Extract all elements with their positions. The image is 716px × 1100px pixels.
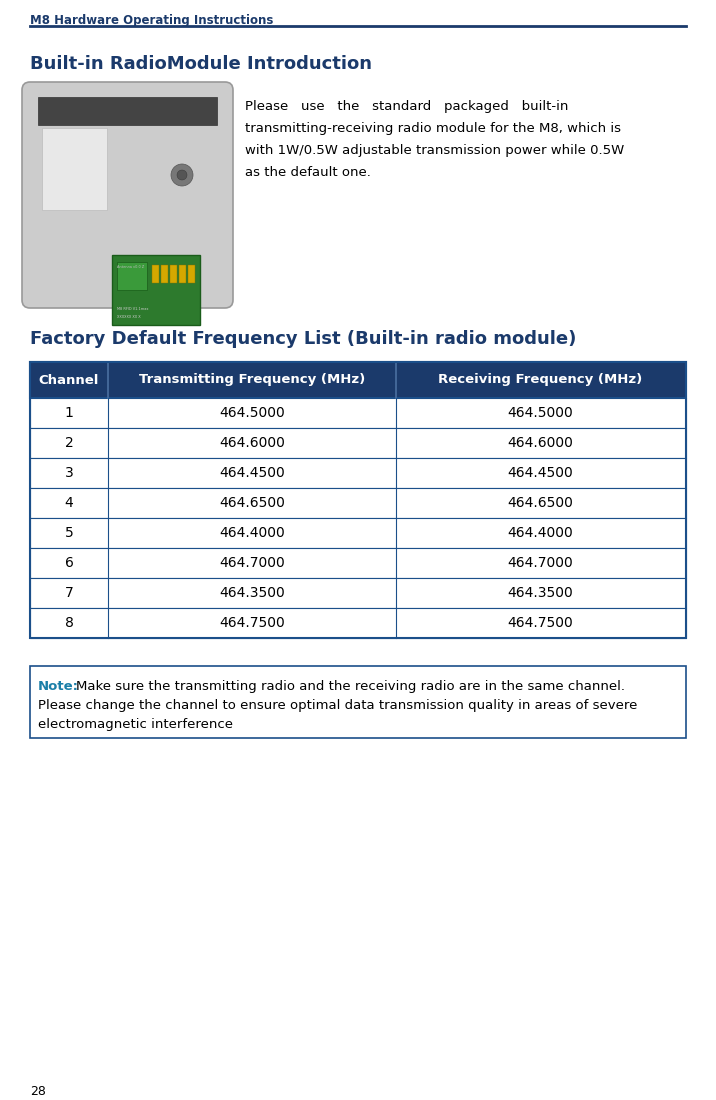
Text: M8 Hardware Operating Instructions: M8 Hardware Operating Instructions [30,14,274,28]
Text: 464.4000: 464.4000 [219,526,285,540]
Text: 8: 8 [64,616,74,630]
Bar [170,265,177,283]
Bar [30,458,686,488]
Text: 5: 5 [64,526,73,540]
Text: 3: 3 [64,466,73,480]
Text: Please   use   the   standard   packaged   built-in: Please use the standard packaged built-i… [245,100,569,113]
Text: 4: 4 [64,496,73,510]
Text: 1: 1 [64,406,74,420]
Text: transmitting-receiving radio module for the M8, which is: transmitting-receiving radio module for … [245,122,621,135]
Circle shape [171,164,193,186]
Text: 464.4000: 464.4000 [507,526,573,540]
Text: 464.6000: 464.6000 [219,436,285,450]
Text: with 1W/0.5W adjustable transmission power while 0.5W: with 1W/0.5W adjustable transmission pow… [245,144,624,157]
Text: Factory Default Frequency List (Built-in radio module): Factory Default Frequency List (Built-in… [30,330,576,348]
Text: 464.7500: 464.7500 [219,616,285,630]
Bar [161,265,168,283]
Text: 7: 7 [64,586,73,600]
Text: 464.3500: 464.3500 [219,586,285,600]
Bar [30,362,686,398]
Bar [30,488,686,518]
Text: Note:: Note: [38,680,79,693]
Text: Built-in RadioModule Introduction: Built-in RadioModule Introduction [30,55,372,73]
Text: Receiving Frequency (MHz): Receiving Frequency (MHz) [438,374,642,386]
Bar [179,265,186,283]
Bar [30,548,686,578]
Text: Make sure the transmitting radio and the receiving radio are in the same channel: Make sure the transmitting radio and the… [76,680,625,693]
Text: 464.7500: 464.7500 [507,616,573,630]
Bar [152,265,159,283]
Bar [30,578,686,608]
Text: Channel: Channel [39,374,100,386]
Bar [112,255,200,324]
Text: Transmitting Frequency (MHz): Transmitting Frequency (MHz) [139,374,365,386]
Text: 464.6000: 464.6000 [507,436,573,450]
Text: Antenna v0.0 Z: Antenna v0.0 Z [117,265,144,269]
Text: 2: 2 [64,436,73,450]
Bar [30,398,686,428]
Text: as the default one.: as the default one. [245,166,371,179]
Bar [30,362,686,638]
Text: 28: 28 [30,1085,46,1098]
Text: 6: 6 [64,556,74,570]
Text: 464.7000: 464.7000 [507,556,573,570]
Circle shape [177,170,187,180]
Text: electromagnetic interference: electromagnetic interference [38,718,233,732]
Text: 464.4500: 464.4500 [219,466,285,480]
Bar [30,666,686,738]
Text: XXXXXX XX X: XXXXXX XX X [117,315,140,319]
Text: 464.5000: 464.5000 [219,406,285,420]
FancyBboxPatch shape [22,82,233,308]
Bar [42,128,107,210]
Text: 464.6500: 464.6500 [219,496,285,510]
Bar [188,265,195,283]
Text: Please change the channel to ensure optimal data transmission quality in areas o: Please change the channel to ensure opti… [38,698,637,712]
Text: 464.5000: 464.5000 [507,406,573,420]
Bar [30,428,686,458]
Bar [30,608,686,638]
Bar [38,97,217,125]
Text: 464.4500: 464.4500 [507,466,573,480]
Bar [117,262,147,290]
Text: 464.3500: 464.3500 [507,586,573,600]
Text: M8 RFID V1.1max: M8 RFID V1.1max [117,307,148,311]
Text: 464.6500: 464.6500 [507,496,573,510]
Text: 464.7000: 464.7000 [219,556,285,570]
Bar [30,518,686,548]
